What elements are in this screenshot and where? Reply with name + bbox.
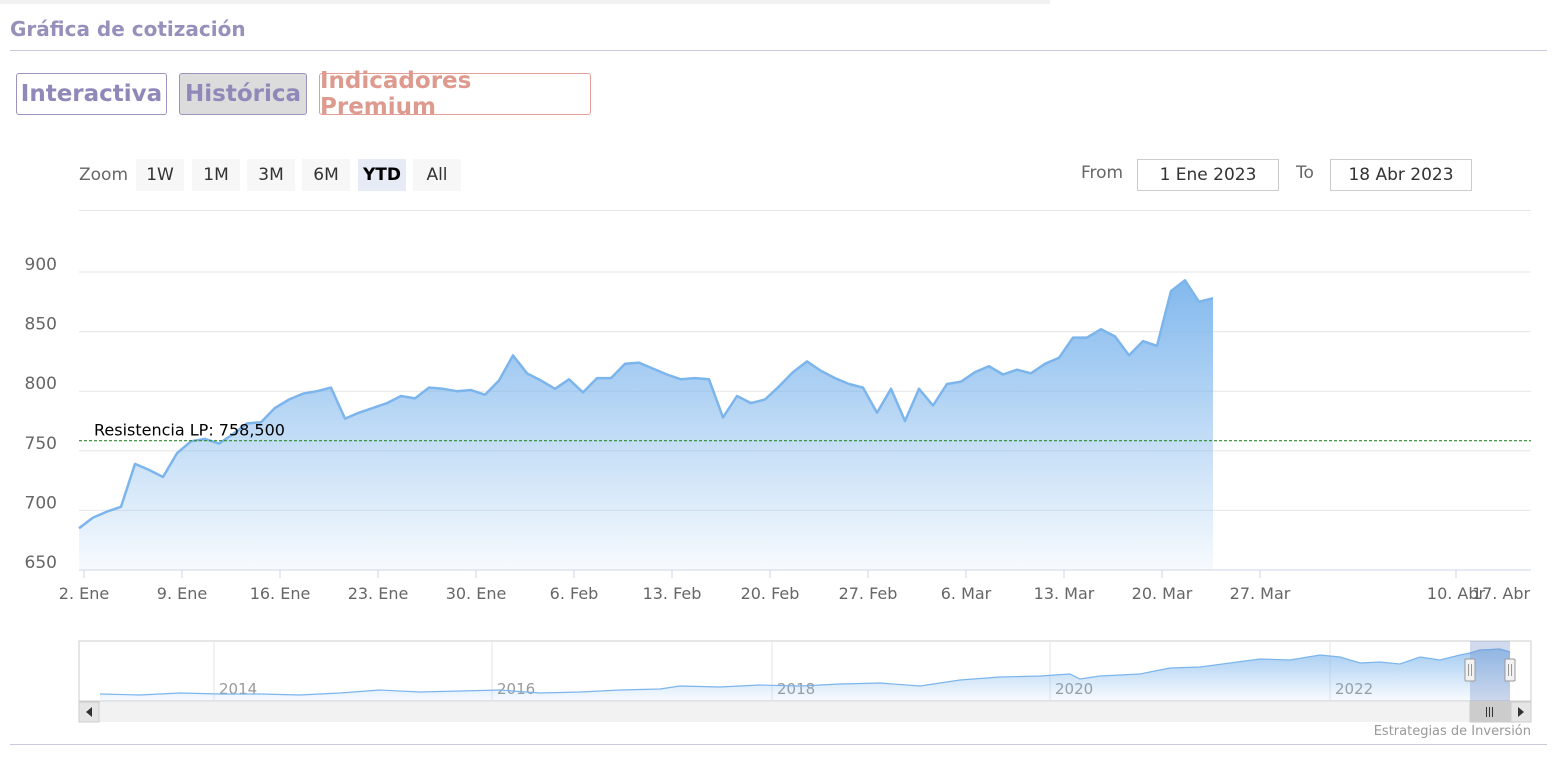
y-tick-label: 700 (25, 493, 57, 513)
credit-label: Estrategias de Inversión (1373, 724, 1531, 739)
navigator-left-handle[interactable] (1464, 658, 1476, 682)
chevron-left-icon (86, 707, 92, 717)
y-tick-label: 750 (25, 434, 57, 454)
resistance-label: Resistencia LP: 758,500 (94, 421, 285, 440)
x-tick-label: 20. Feb (741, 584, 800, 603)
navigator-area (100, 649, 1510, 701)
navigator: 20142016201820202022 (78, 640, 1532, 702)
x-tick-label: 6. Feb (550, 584, 599, 603)
y-axis: 650 700 750 800 850 900 (25, 255, 57, 573)
x-tick-label: 30. Ene (446, 584, 507, 603)
y-tick-label: 650 (25, 553, 57, 573)
top-divider (0, 0, 1050, 4)
bottom-divider (10, 744, 1547, 745)
scrollbar[interactable] (78, 701, 1532, 723)
chart-top-divider (79, 210, 1531, 211)
grip-icon (1486, 707, 1493, 717)
range-from-input[interactable]: 1 Ene 2023 (1137, 159, 1279, 191)
tab-indicadores-premium[interactable]: Indicadores Premium (319, 68, 591, 120)
range-to-label: To (1296, 163, 1314, 183)
y-tick-label: 850 (25, 315, 57, 335)
series-line (78, 279, 1214, 530)
x-tick-label: 23. Ene (348, 584, 409, 603)
range-from-label: From (1081, 163, 1124, 183)
x-tick-label: 17. Abr (1472, 584, 1531, 603)
series-area (79, 280, 1213, 570)
x-tick-label: 13. Feb (643, 584, 702, 603)
x-tick-label: 27. Feb (839, 584, 898, 603)
scrollbar-track[interactable] (79, 702, 1531, 722)
title-divider (10, 50, 1547, 51)
chevron-right-icon (1518, 707, 1524, 717)
zoom-label: Zoom (79, 165, 129, 185)
navigator-line (99, 648, 1511, 696)
x-tick-label: 6. Mar (941, 584, 992, 603)
x-tick-label: 10. Abr (1427, 584, 1486, 603)
zoom-1w-button[interactable]: 1W (136, 159, 184, 191)
zoom-1m-button[interactable]: 1M (192, 159, 240, 191)
zoom-all-button[interactable]: All (413, 159, 461, 191)
zoom-ytd-button[interactable]: YTD (358, 159, 406, 191)
x-axis: 2. Ene 9. Ene 16. Ene 23. Ene 30. Ene 6. Feb 1… (59, 570, 1531, 603)
y-tick-label: 800 (25, 374, 57, 394)
x-tick-label: 2. Ene (59, 584, 109, 603)
x-tick-label: 27. Mar (1230, 584, 1291, 603)
x-tick-label: 13. Mar (1034, 584, 1095, 603)
zoom-3m-button[interactable]: 3M (247, 159, 295, 191)
zoom-6m-button[interactable]: 6M (302, 159, 350, 191)
tab-historica[interactable]: Histórica (179, 73, 307, 115)
x-tick-label: 9. Ene (157, 584, 207, 603)
x-tick-label: 16. Ene (250, 584, 311, 603)
x-tick-label: 20. Mar (1132, 584, 1193, 603)
navigator-right-handle[interactable] (1504, 658, 1516, 682)
y-tick-label: 900 (25, 255, 57, 275)
tab-interactiva[interactable]: Interactiva (16, 73, 167, 115)
section-title: Gráfica de cotización (10, 17, 246, 41)
range-to-input[interactable]: 18 Abr 2023 (1330, 159, 1472, 191)
navigator-selection[interactable] (1470, 641, 1510, 701)
